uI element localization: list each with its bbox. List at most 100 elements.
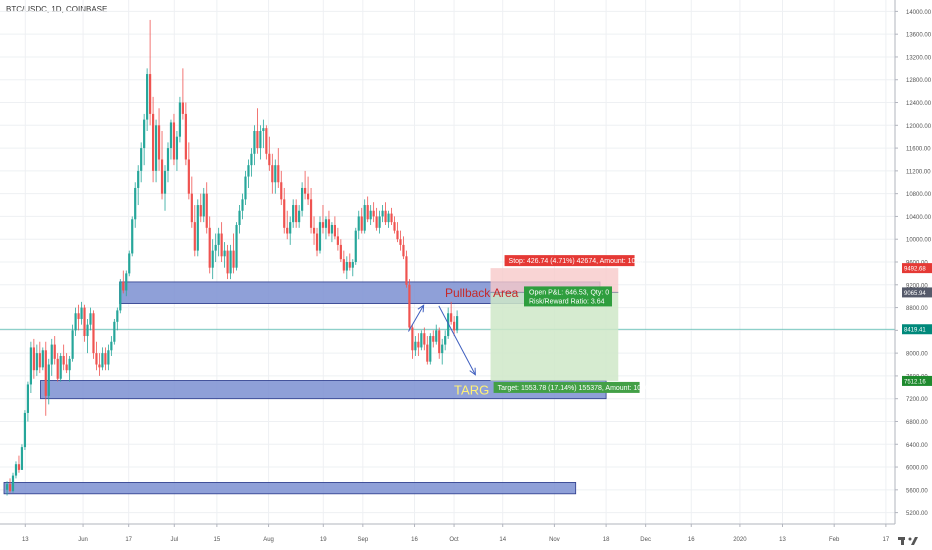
time-tick-label: 16 — [688, 537, 695, 543]
candle-body — [116, 310, 119, 322]
candle-body — [223, 250, 226, 257]
candle-body — [80, 307, 83, 319]
candle-body — [86, 324, 89, 337]
candle-body — [411, 327, 414, 351]
candle-body — [44, 350, 47, 396]
candle-body — [166, 148, 170, 171]
candle-body — [50, 344, 53, 365]
candle-body — [181, 102, 184, 114]
candle-body — [119, 281, 122, 311]
candle-body — [175, 136, 179, 160]
time-tick-label: 18 — [603, 537, 610, 543]
time-tick-label: 17 — [125, 537, 132, 543]
candle-body — [456, 316, 459, 331]
time-tick-label: Oct — [449, 537, 459, 543]
candle-body — [345, 262, 348, 271]
candle-body — [56, 358, 59, 379]
time-tick-label: Jun — [78, 537, 88, 543]
candle-body — [405, 256, 408, 285]
candle-body — [104, 353, 107, 365]
pnl-label-line2: Risk/Reward Ratio: 3.64 — [529, 298, 605, 305]
candle-body — [363, 205, 366, 231]
candle-body — [244, 176, 247, 200]
price-tick-label: 12400.00 — [906, 101, 932, 107]
candle-body — [333, 224, 337, 237]
candle-body — [274, 165, 277, 183]
price-tick-label: 13600.00 — [906, 33, 932, 39]
candle-body — [339, 244, 342, 260]
candle-body — [438, 330, 441, 354]
candle-body — [241, 199, 244, 211]
candle-body — [426, 344, 429, 362]
candle-body — [381, 210, 384, 217]
arrow-head — [469, 367, 476, 376]
candle-body — [134, 187, 137, 220]
candle-body — [289, 222, 292, 234]
candle-body — [330, 224, 334, 234]
price-tick-label: 10000.00 — [906, 238, 932, 244]
candle-body — [208, 227, 211, 268]
candle-body — [315, 233, 319, 251]
time-tick-label: 17 — [883, 537, 890, 543]
candle-body — [324, 219, 328, 228]
candle-body — [441, 344, 444, 354]
candle-body — [247, 165, 250, 177]
candle-body — [271, 165, 274, 183]
candle-body — [14, 464, 18, 476]
candle-body — [77, 313, 80, 319]
candle-body — [101, 353, 104, 368]
time-tick-label: 16 — [411, 537, 418, 543]
zone-rectangle — [3, 482, 577, 495]
candle-body — [238, 210, 241, 225]
price-tick-label: 8800.00 — [906, 306, 928, 312]
candle-body — [143, 119, 146, 149]
candle-body — [309, 199, 313, 228]
candle-body — [217, 233, 220, 245]
candle-body — [375, 216, 378, 228]
candle-body — [29, 347, 32, 385]
price-axis[interactable]: 5200.00 5600.00 6000.00 6400.00 6800.00 7200.… — [894, 0, 932, 550]
candle-body — [360, 216, 363, 231]
candle-body — [199, 205, 202, 217]
candle-body — [83, 307, 86, 337]
candle-body — [286, 227, 289, 234]
candle-body — [387, 213, 390, 223]
candle-body — [312, 227, 316, 234]
candle-body — [169, 122, 173, 149]
candle-body — [149, 74, 152, 114]
candle-body — [357, 216, 360, 231]
candle-body — [95, 353, 98, 365]
candle-body — [250, 153, 253, 166]
candle-body — [172, 122, 176, 160]
time-axis[interactable]: 13 Jun 17 Jul 15 Aug 19 Sep 16 Oct 14 Nov 18 Dec 16 202… — [0, 523, 895, 550]
candle-body — [74, 313, 77, 331]
candle-body — [5, 484, 9, 490]
candle-body — [229, 250, 232, 274]
candle-body — [232, 250, 235, 268]
target-label-text: Target: 1553.78 (17.14%) 155378, Amount:… — [498, 385, 649, 392]
grid — [0, 0, 895, 524]
candle-body — [235, 224, 238, 268]
candle-body — [295, 205, 298, 223]
price-tick-label: 11600.00 — [906, 147, 931, 153]
candle-body — [89, 313, 92, 325]
stop-label-box — [504, 255, 635, 267]
candle-body — [214, 244, 217, 251]
take-profit-zone — [490, 292, 619, 381]
candle-body — [32, 347, 35, 371]
candle-body — [265, 128, 268, 154]
time-tick-label: 13 — [779, 537, 786, 543]
time-tick-label: 14 — [499, 537, 506, 543]
price-tick-label: 13200.00 — [906, 55, 932, 61]
position-tool[interactable] — [490, 268, 619, 381]
candle-body — [47, 364, 50, 396]
candle-body — [187, 159, 190, 194]
candle-body — [151, 113, 155, 171]
candle-body — [447, 313, 450, 337]
candle-body — [35, 353, 38, 371]
candle-body — [160, 159, 164, 194]
candle-body — [59, 355, 62, 379]
candle-body — [146, 74, 149, 120]
candle-body — [298, 210, 301, 223]
